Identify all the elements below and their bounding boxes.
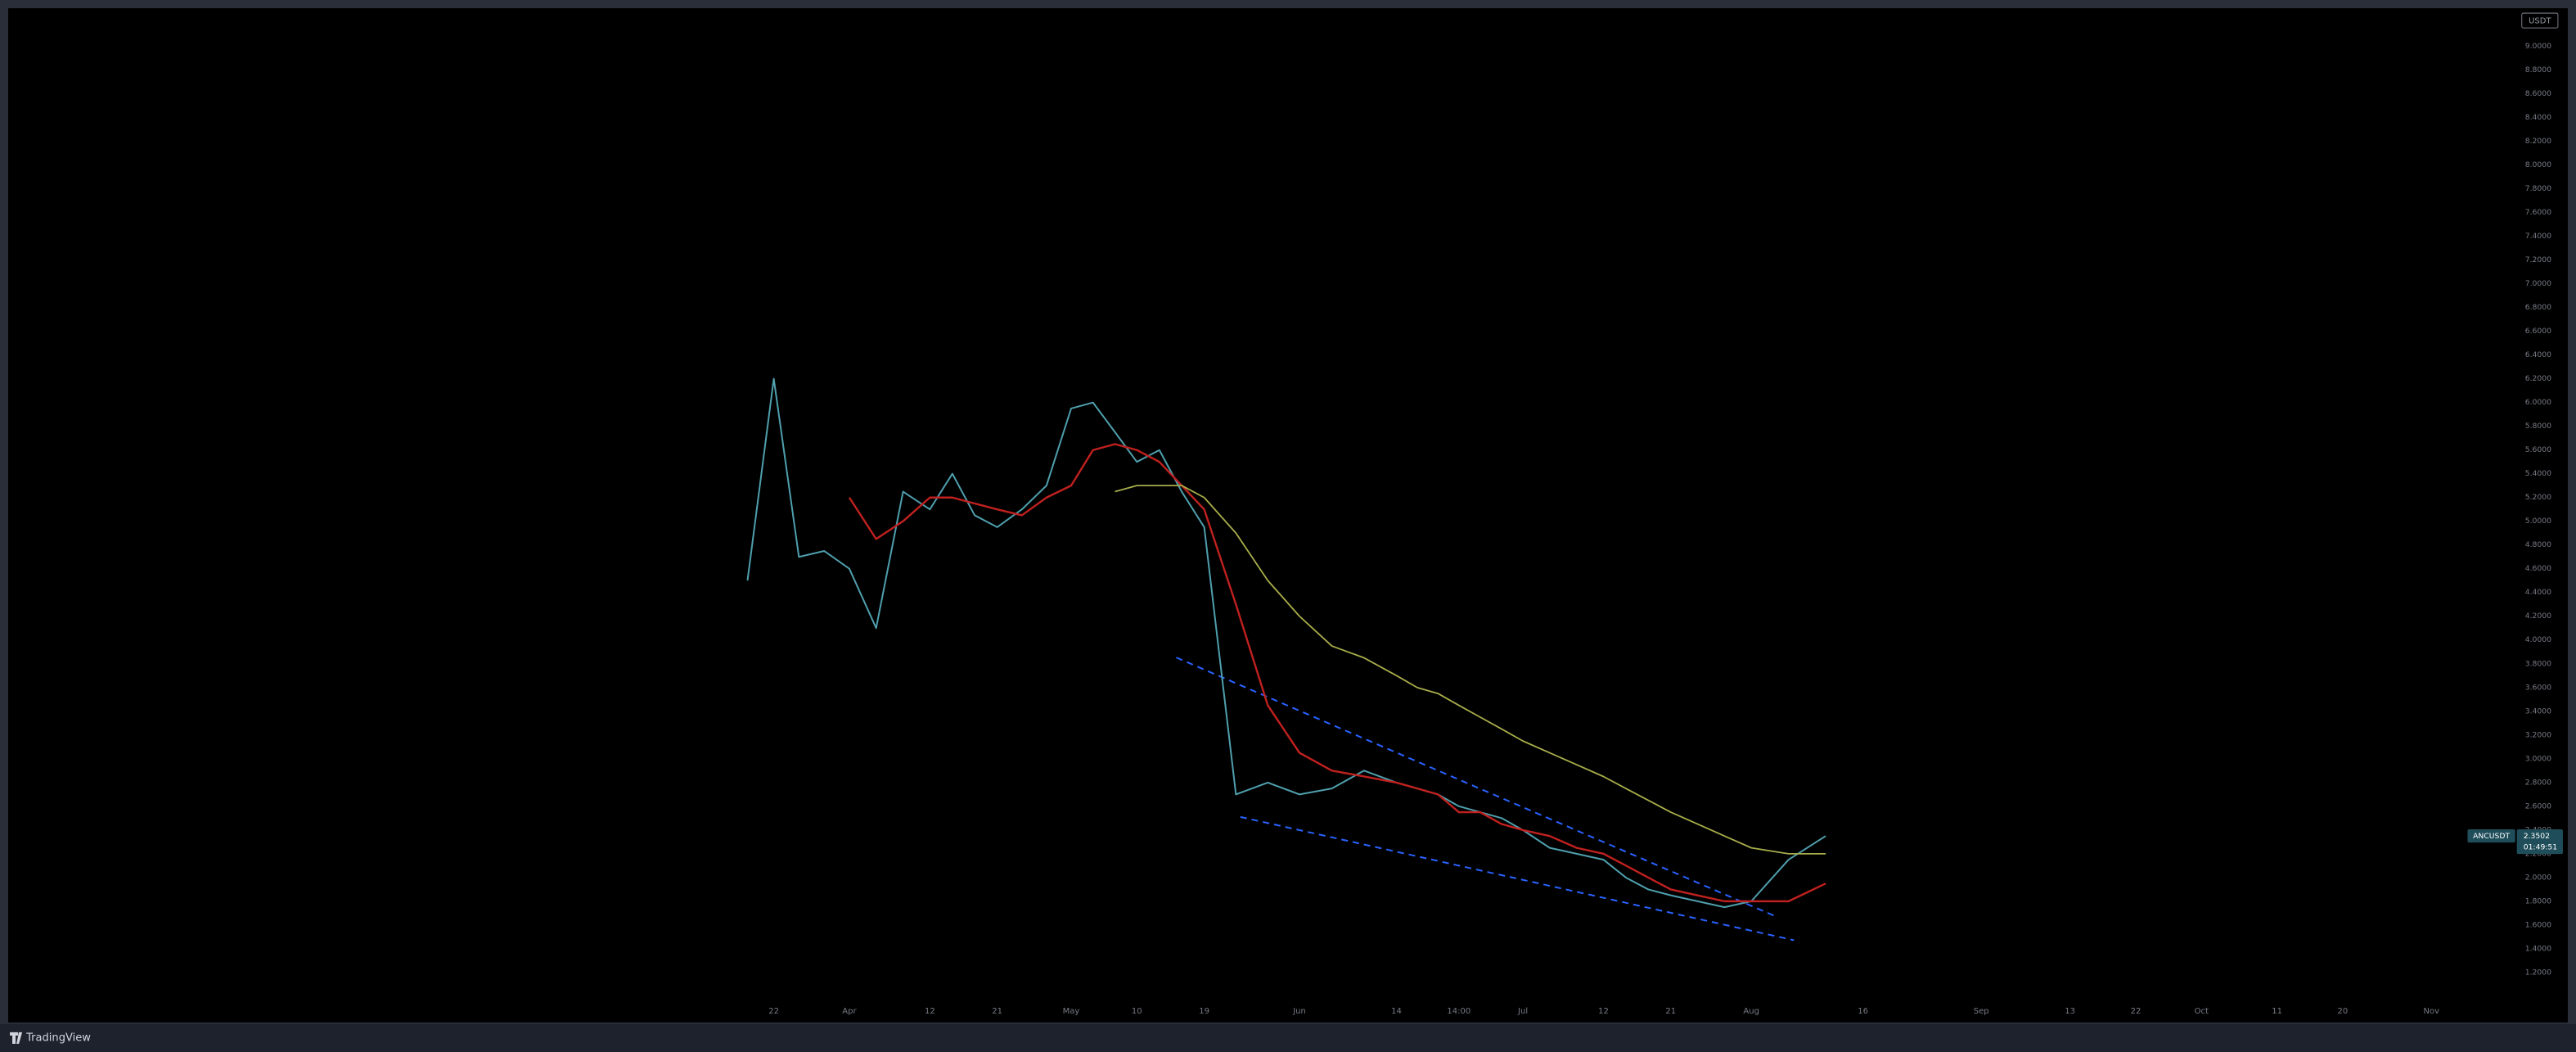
brand-name: TradingView bbox=[25, 1032, 91, 1044]
x-tick-label: 21 bbox=[1665, 1007, 1676, 1016]
x-tick-label: 13 bbox=[2065, 1007, 2075, 1016]
y-tick-label: 7.8000 bbox=[2525, 184, 2551, 193]
y-tick-label: 4.0000 bbox=[2525, 635, 2551, 644]
y-tick-label: 7.2000 bbox=[2525, 255, 2551, 264]
y-tick-label: 1.8000 bbox=[2525, 896, 2551, 905]
x-tick-label: 22 bbox=[768, 1007, 779, 1016]
y-tick-label: 3.4000 bbox=[2525, 707, 2551, 716]
y-tick-label: 8.6000 bbox=[2525, 89, 2551, 98]
y-tick-label: 3.6000 bbox=[2525, 683, 2551, 692]
x-tick-label: Sep bbox=[1974, 1007, 1989, 1016]
x-tick-label: 10 bbox=[1132, 1007, 1142, 1016]
x-tick-label: Apr bbox=[842, 1007, 857, 1016]
x-tick-label: Jul bbox=[1517, 1007, 1528, 1016]
y-tick-label: 5.0000 bbox=[2525, 517, 2551, 526]
x-tick-label: 12 bbox=[1598, 1007, 1609, 1016]
y-tick-label: 1.6000 bbox=[2525, 920, 2551, 929]
y-tick-label: 2.6000 bbox=[2525, 801, 2551, 810]
series-line bbox=[1115, 485, 1826, 855]
x-tick-label: 16 bbox=[1858, 1007, 1868, 1016]
y-tick-label: 8.4000 bbox=[2525, 113, 2551, 122]
brand: TradingView bbox=[10, 1032, 91, 1044]
y-tick-label: 7.6000 bbox=[2525, 208, 2551, 217]
price-box bbox=[2516, 829, 2563, 855]
y-tick-label: 2.0000 bbox=[2525, 873, 2551, 882]
y-tick-label: 6.0000 bbox=[2525, 398, 2551, 407]
x-tick-label: 14:00 bbox=[1447, 1007, 1470, 1016]
y-tick-label: 3.0000 bbox=[2525, 754, 2551, 763]
x-tick-label: 20 bbox=[2338, 1007, 2349, 1016]
currency-label[interactable]: USDT bbox=[2529, 17, 2551, 26]
bottom-bar bbox=[0, 1023, 2576, 1052]
symbol-box bbox=[2467, 829, 2515, 843]
y-tick-label: 3.2000 bbox=[2525, 730, 2551, 739]
y-tick-label: 8.8000 bbox=[2525, 65, 2551, 74]
y-tick-label: 6.4000 bbox=[2525, 350, 2551, 359]
x-tick-label: 11 bbox=[2272, 1007, 2282, 1016]
y-tick-label: 5.2000 bbox=[2525, 493, 2551, 502]
y-tick-label: 6.6000 bbox=[2525, 327, 2551, 336]
price-label: 2.3502 bbox=[2524, 832, 2550, 841]
y-tick-label: 9.0000 bbox=[2525, 42, 2551, 51]
y-tick-label: 4.6000 bbox=[2525, 564, 2551, 573]
y-tick-label: 1.4000 bbox=[2525, 944, 2551, 953]
x-tick-label: 22 bbox=[2131, 1007, 2141, 1016]
y-tick-label: 1.2000 bbox=[2525, 968, 2551, 977]
y-tick-label: 6.8000 bbox=[2525, 303, 2551, 312]
y-tick-label: 5.4000 bbox=[2525, 469, 2551, 478]
brand-logo bbox=[10, 1032, 23, 1044]
y-tick-label: 4.8000 bbox=[2525, 540, 2551, 549]
x-tick-label: 21 bbox=[992, 1007, 1002, 1016]
y-tick-label: 8.2000 bbox=[2525, 137, 2551, 146]
y-tick-label: 7.0000 bbox=[2525, 279, 2551, 288]
x-tick-label: May bbox=[1063, 1007, 1080, 1016]
y-tick-label: 7.4000 bbox=[2525, 232, 2551, 241]
x-tick-label: 19 bbox=[1199, 1007, 1209, 1016]
x-tick-label: Jun bbox=[1292, 1007, 1306, 1016]
countdown-label: 01:49:51 bbox=[2524, 843, 2558, 852]
price-tag: ANCUSDT 2.3502 01:49:51 bbox=[2467, 829, 2563, 855]
x-tick-label: Nov bbox=[2424, 1007, 2440, 1016]
x-tick-label: 12 bbox=[925, 1007, 935, 1016]
series-line bbox=[848, 443, 1826, 903]
y-tick-label: 6.2000 bbox=[2525, 374, 2551, 383]
trend-line bbox=[1176, 657, 1778, 919]
x-tick-label: Aug bbox=[1743, 1007, 1759, 1016]
plot-area bbox=[8, 8, 2568, 1023]
y-tick-label: 5.6000 bbox=[2525, 445, 2551, 454]
y-tick-label: 3.8000 bbox=[2525, 659, 2551, 668]
symbol-label: ANCUSDT bbox=[2473, 832, 2510, 841]
y-tick-label: 8.0000 bbox=[2525, 160, 2551, 169]
x-tick-label: 14 bbox=[1391, 1007, 1402, 1016]
y-tick-label: 4.4000 bbox=[2525, 588, 2551, 597]
currency-box[interactable] bbox=[2521, 12, 2559, 29]
y-tick-label: 5.8000 bbox=[2525, 422, 2551, 431]
x-tick-label: Oct bbox=[2195, 1007, 2209, 1016]
series-line bbox=[746, 377, 1826, 909]
trend-line bbox=[1240, 815, 1795, 941]
y-tick-label: 4.2000 bbox=[2525, 612, 2551, 621]
y-tick-label: 2.8000 bbox=[2525, 778, 2551, 787]
